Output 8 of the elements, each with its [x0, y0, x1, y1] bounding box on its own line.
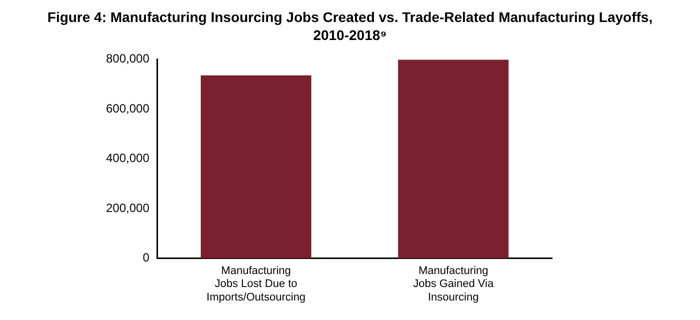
- y-tick-label: 0: [142, 250, 150, 265]
- x-tick-label: Manufacturing Jobs Gained Via Insourcing: [413, 265, 494, 304]
- y-tick-label: 800,000: [106, 52, 150, 66]
- x-tick-label: Manufacturing Jobs Lost Due to Imports/Outsourcing: [206, 265, 306, 304]
- y-tick-label: 200,000: [106, 200, 150, 215]
- y-tick-label: 600,000: [106, 101, 150, 116]
- y-tick-label: 400,000: [106, 151, 150, 166]
- chart-title: Figure 4: Manufacturing Insourcing Jobs Created vs. Trade-Related Manufacturing Layoffs, 2010-2018⁹: [46, 8, 654, 44]
